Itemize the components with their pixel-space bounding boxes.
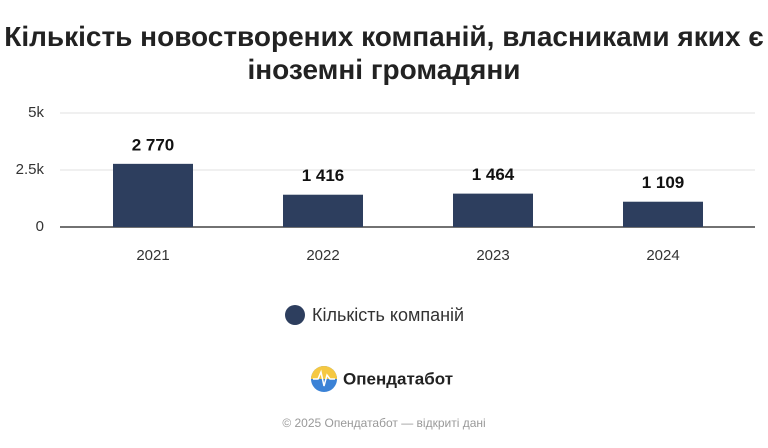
logo-pulse (313, 369, 335, 387)
x-tick-label: 2021 (136, 247, 169, 264)
y-tick-label: 5k (28, 104, 44, 121)
x-tick-label: 2022 (306, 247, 339, 264)
value-label: 1 464 (472, 165, 515, 184)
bar (113, 163, 193, 227)
x-tick-label: 2023 (476, 247, 509, 264)
bar (623, 201, 703, 227)
y-tick-label: 0 (36, 218, 44, 235)
legend-label: Кількість компаній (312, 305, 464, 325)
value-label: 2 770 (132, 135, 175, 154)
y-tick-label: 2.5k (16, 161, 45, 178)
x-tick-label: 2024 (646, 247, 679, 264)
value-label: 1 416 (302, 166, 345, 185)
legend-marker (285, 305, 305, 325)
value-label: 1 109 (642, 173, 685, 192)
logo-text: Опендатабот (343, 369, 453, 388)
footer: © 2025 Опендатабот — відкриті дані (282, 416, 485, 430)
logo-icon-top (311, 366, 337, 379)
bar (453, 193, 533, 227)
chart-title: Кількість новостворених компаній, власни… (4, 21, 764, 85)
bar (283, 194, 363, 227)
